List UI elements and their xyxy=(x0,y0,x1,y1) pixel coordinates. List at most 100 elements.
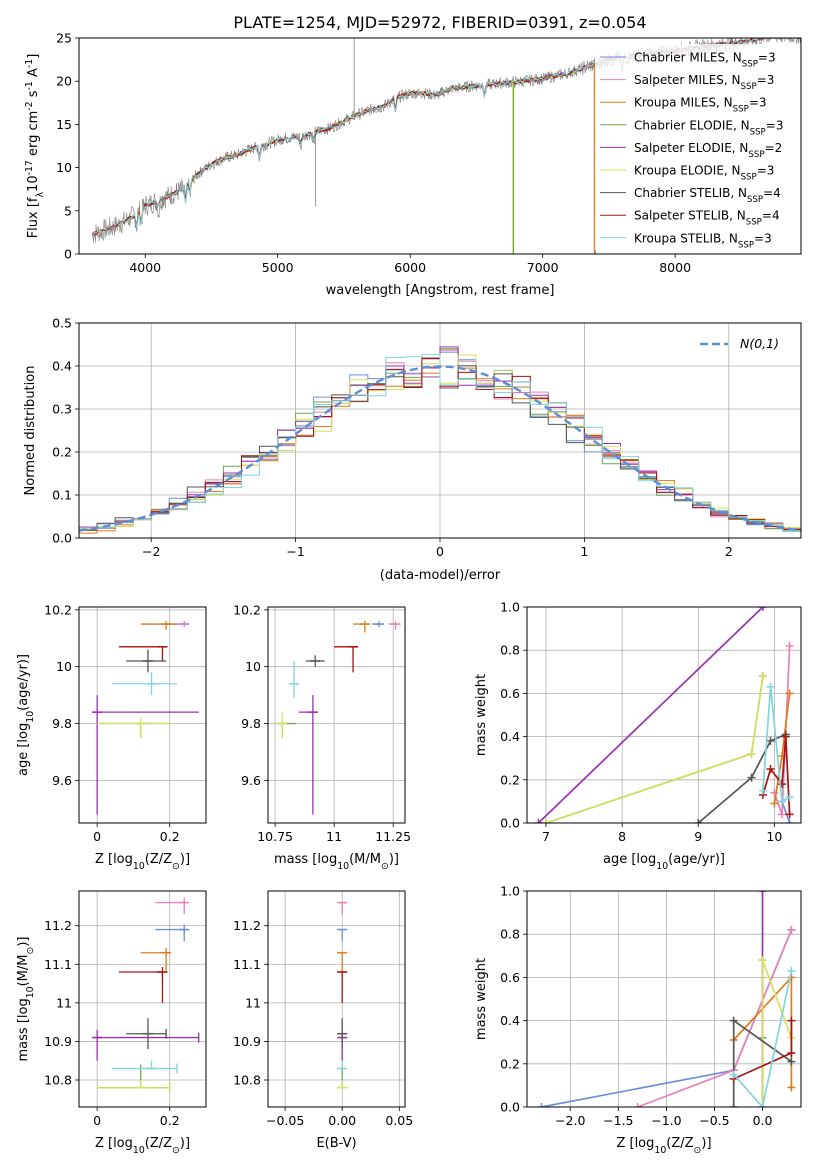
mass-age-xtick-label: 11.25 xyxy=(375,829,411,844)
weight-marker xyxy=(787,925,796,934)
mass-age-xlabel: mass [log10(M/M⊙)] xyxy=(274,852,399,872)
legend-entry: Chabrier ELODIE, NSSP=3 xyxy=(634,118,783,137)
Z-mass-ytick-label: 11.1 xyxy=(44,957,72,972)
mass-age-xtick-label: 11 xyxy=(326,829,342,844)
weight-marker xyxy=(758,786,767,795)
Z-weight-xtick-label: −1.5 xyxy=(603,1113,633,1128)
errorbar-point xyxy=(140,621,177,630)
weight-line xyxy=(537,607,764,823)
EBV-mass-xtick-label: 0.00 xyxy=(328,1113,356,1128)
Z-mass-xtick-label: 0.2 xyxy=(160,1113,180,1128)
errorbar-point xyxy=(353,621,370,633)
EBV-mass-xlabel: E(B-V) xyxy=(316,1136,356,1151)
errorbar-point xyxy=(126,649,167,673)
weight-marker xyxy=(747,773,756,782)
errorbar-point xyxy=(140,947,172,972)
Z-weight-ytick-label: 0.8 xyxy=(500,927,520,942)
errorbar-point xyxy=(97,1080,171,1093)
weight-marker xyxy=(766,736,775,745)
EBV-mass-frame xyxy=(267,890,406,1108)
Z-weight-xtick-label: −1.0 xyxy=(651,1113,681,1128)
mass-age-ytick-label: 10.2 xyxy=(233,602,261,617)
Z-age-frame xyxy=(78,606,207,824)
errorbar-point xyxy=(277,722,297,738)
spectrum-ytick-label: 20 xyxy=(56,74,72,89)
spectrum-panel: 4000 5000 6000 7000 8000 0 5 10 15 20 25 wavelength… xyxy=(24,31,802,298)
errorbar-point xyxy=(111,1060,178,1074)
spectrum-xlabel: wavelength [Angstrom, rest frame] xyxy=(326,283,555,298)
Z-age-xlabel: Z [log10(Z/Z⊙)] xyxy=(95,852,190,872)
residuals-ytick-label: 0.5 xyxy=(52,316,72,331)
weight-marker xyxy=(777,797,786,806)
residuals-ytick-label: 0.0 xyxy=(52,531,72,546)
weight-line xyxy=(733,970,793,1107)
Z-mass-xlabel: Z [log10(Z/Z⊙)] xyxy=(95,1136,190,1156)
legend-entry: Kroupa ELODIE, NSSP=3 xyxy=(634,164,774,183)
errorbar-point xyxy=(371,621,385,627)
weight-marker xyxy=(758,607,767,611)
errorbar-point xyxy=(337,1060,348,1070)
weight-marker xyxy=(770,799,779,808)
errorbar-point xyxy=(155,924,190,942)
EBV-mass-plot-area xyxy=(337,901,348,1089)
legend-entry: Salpeter ELODIE, NSSP=2 xyxy=(634,141,782,160)
age-weight-xlabel: age [log10(age/yr)] xyxy=(603,852,725,872)
figure-title: PLATE=1254, MJD=52972, FIBERID=0391, z=0… xyxy=(233,13,646,32)
weight-line xyxy=(697,733,787,823)
Z-weight-ytick-label: 1.0 xyxy=(500,884,520,899)
weight-marker xyxy=(747,749,756,758)
Z-mass-ytick-label: 11 xyxy=(56,995,72,1010)
weight-line xyxy=(545,675,764,823)
EBV-mass-ytick-label: 11 xyxy=(245,995,261,1010)
weight-marker xyxy=(785,810,794,819)
Z-mass-xtick-label: 0 xyxy=(93,1113,101,1128)
Z-age-ytick-label: 10.2 xyxy=(44,602,72,617)
weight-line xyxy=(762,686,791,803)
residuals-xtick-label: 0 xyxy=(436,544,444,559)
residuals-xlabel: (data-model)/error xyxy=(380,568,501,583)
Z-age-xtick-label: 0 xyxy=(93,829,101,844)
Z-age-plot-area xyxy=(92,621,199,815)
errorbar-point xyxy=(155,897,190,915)
Z-weight-ytick-label: 0.6 xyxy=(500,970,520,985)
Z-age-ytick-label: 9.6 xyxy=(52,773,72,788)
spectrum-ytick-label: 15 xyxy=(56,117,72,132)
legend-entry: Chabrier STELIB, NSSP=4 xyxy=(634,186,781,205)
weight-marker xyxy=(787,1016,796,1025)
errorbar-point xyxy=(337,1018,348,1050)
Z-age-ytick-label: 9.8 xyxy=(52,716,72,731)
weight-marker xyxy=(534,819,543,823)
spectrum-frame xyxy=(78,37,802,255)
age-weight-xtick-label: 10 xyxy=(766,829,782,844)
age-weight-plot-area xyxy=(534,607,794,823)
weight-marker xyxy=(785,689,794,698)
spectrum-xtick-label: 5000 xyxy=(262,260,294,275)
weight-marker xyxy=(785,819,794,823)
mass-age-ytick-label: 9.8 xyxy=(241,716,261,731)
legend-entry: Salpeter MILES, NSSP=3 xyxy=(634,73,774,92)
weight-marker xyxy=(758,1103,767,1107)
Z-mass-frame xyxy=(78,890,207,1108)
errorbar-point xyxy=(118,967,168,1003)
Z-weight-frame xyxy=(526,890,802,1108)
age-weight-ytick-label: 0.2 xyxy=(500,772,520,787)
legend-entry: Chabrier MILES, NSSP=3 xyxy=(634,51,776,70)
weight-marker xyxy=(729,1070,738,1079)
mass-age-frame xyxy=(267,606,406,824)
age-weight-ytick-label: 1.0 xyxy=(500,600,520,615)
spectrum-ylabel: Flux [fλ10-17 erg cm-2 s-1 A-1] xyxy=(24,54,46,239)
weight-marker xyxy=(758,891,767,895)
errorbar-point xyxy=(126,1018,167,1050)
mass-age-ytick-label: 9.6 xyxy=(241,773,261,788)
residuals-xtick-label: −1 xyxy=(286,544,304,559)
Z-mass-ylabel: mass [log10(M/M⊙)] xyxy=(16,937,36,1062)
errorbar-point xyxy=(337,1080,348,1089)
weight-marker xyxy=(537,1103,546,1107)
weight-marker xyxy=(770,788,779,797)
residuals-ytick-label: 0.1 xyxy=(52,488,72,503)
errorbar-point xyxy=(388,621,401,630)
spectrum-ytick-label: 5 xyxy=(64,203,72,218)
mass-age-ytick-label: 10 xyxy=(245,659,261,674)
legend-box xyxy=(595,44,798,250)
Z-weight-ytick-label: 0.2 xyxy=(500,1056,520,1071)
